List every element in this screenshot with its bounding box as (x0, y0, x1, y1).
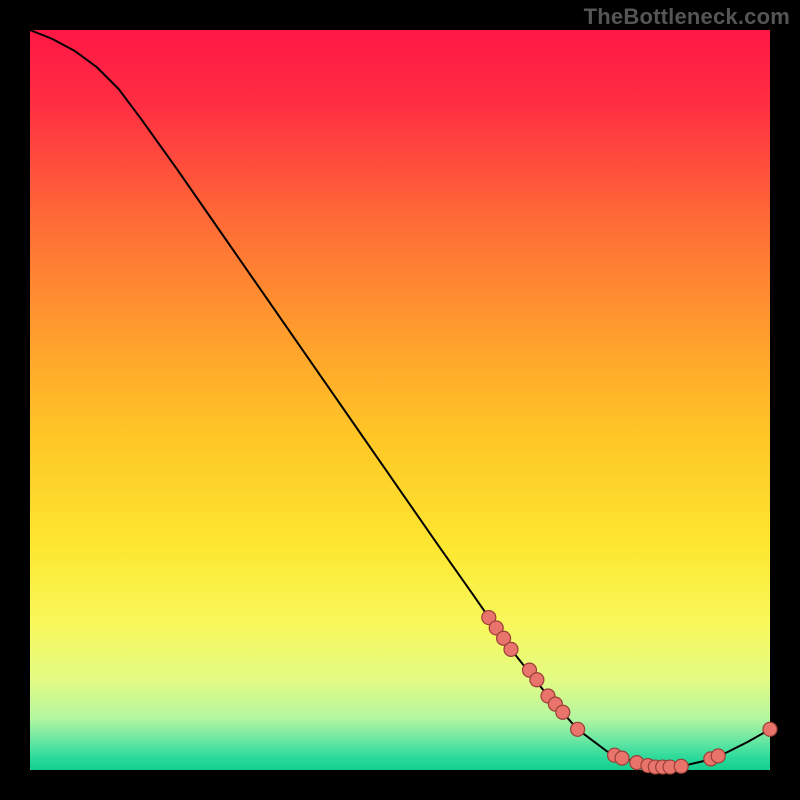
data-marker (530, 673, 544, 687)
data-marker (504, 642, 518, 656)
watermark-text: TheBottleneck.com (584, 4, 790, 30)
data-marker (674, 759, 688, 773)
data-marker (556, 705, 570, 719)
chart-container: TheBottleneck.com (0, 0, 800, 800)
data-marker (615, 751, 629, 765)
data-marker (571, 722, 585, 736)
bottleneck-chart (0, 0, 800, 800)
data-marker (763, 722, 777, 736)
data-marker (711, 749, 725, 763)
plot-background (30, 30, 770, 770)
